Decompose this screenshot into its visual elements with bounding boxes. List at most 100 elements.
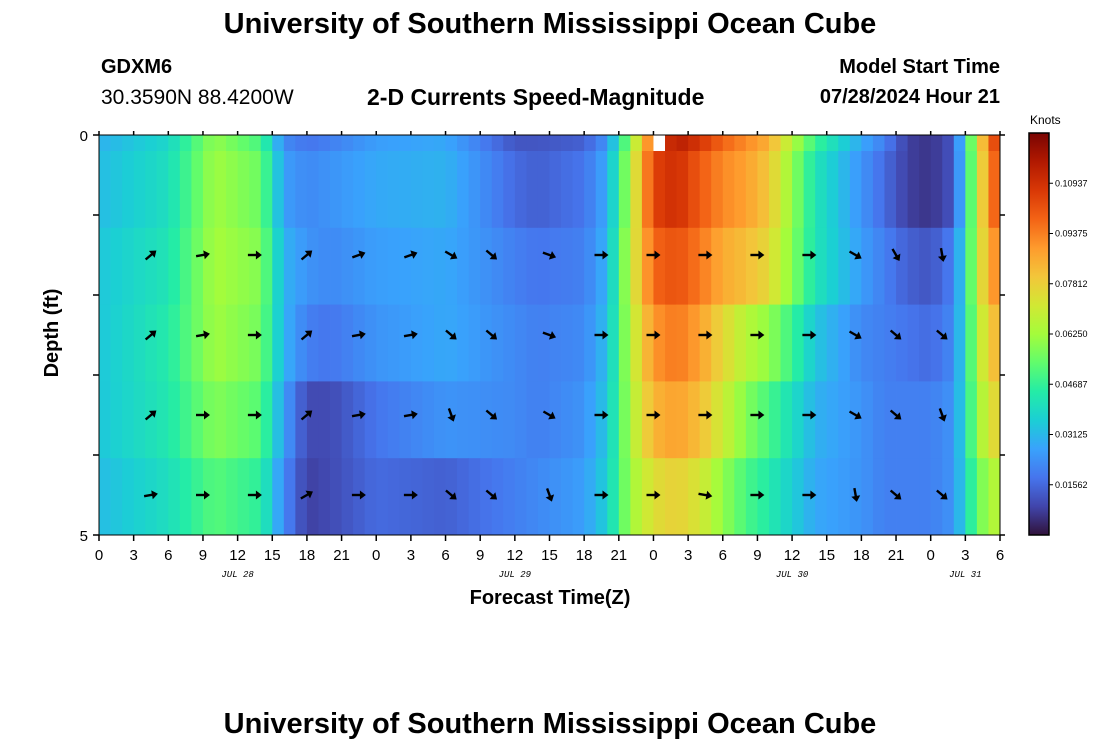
x-tick-label: 3 — [407, 547, 415, 564]
heatmap-cell — [526, 227, 539, 305]
heatmap-cell — [318, 135, 331, 152]
heatmap-cell — [179, 227, 192, 305]
heatmap-cell — [387, 227, 400, 305]
heatmap-cell — [942, 135, 955, 152]
heatmap-cell — [549, 304, 562, 382]
heatmap-cell — [641, 381, 654, 459]
heatmap-cell — [283, 135, 296, 152]
colorbar-tick-label: 0.04687 — [1055, 379, 1088, 389]
heatmap-cell — [410, 135, 423, 152]
heatmap-cell — [907, 227, 920, 305]
current-vector — [848, 250, 862, 260]
heatmap-cell — [202, 227, 215, 305]
heatmap-cell — [214, 227, 227, 305]
current-vector — [646, 490, 661, 500]
current-vector — [802, 330, 817, 340]
heatmap-cell — [491, 304, 504, 382]
x-day-label: JUL 31 — [949, 570, 981, 580]
heatmap-cell — [99, 227, 111, 305]
heatmap-cell — [607, 227, 620, 305]
colorbar-tick-label: 0.07812 — [1055, 279, 1088, 289]
heatmap-cell — [722, 227, 735, 305]
heatmap-cell — [745, 304, 758, 382]
heatmap-cell — [99, 151, 111, 229]
heatmap-cell — [792, 151, 805, 229]
heatmap-cell — [780, 151, 793, 229]
heatmap-cell — [306, 227, 319, 305]
current-vector — [594, 330, 609, 340]
heatmap-cell — [457, 227, 470, 305]
heatmap-cell — [156, 381, 169, 459]
heatmap-cell — [122, 458, 135, 536]
heatmap-cell — [260, 135, 273, 152]
current-vector — [848, 410, 862, 420]
heatmap-cell — [930, 151, 943, 229]
current-vector — [698, 330, 713, 340]
heatmap-cell — [168, 151, 181, 229]
heatmap-cell — [688, 381, 701, 459]
heatmap-cell — [872, 227, 885, 305]
y-tick-label: 5 — [80, 528, 88, 545]
heatmap-cell — [503, 458, 516, 536]
heatmap-cell — [445, 151, 458, 229]
heatmap-cell — [272, 304, 285, 382]
heatmap-cell — [653, 381, 666, 459]
heatmap-cell — [942, 151, 955, 229]
footer-title: University of Southern Mississippi Ocean… — [223, 708, 877, 740]
heatmap-cell — [757, 458, 770, 536]
y-axis-title: Depth (ft) — [41, 289, 63, 378]
heatmap-cell — [110, 135, 123, 152]
heatmap-cell — [803, 151, 816, 229]
x-tick-label: 15 — [264, 547, 281, 564]
current-vector — [247, 330, 262, 340]
heatmap-cell — [480, 227, 493, 305]
heatmap-cell — [330, 135, 342, 152]
heatmap-cell — [318, 227, 331, 305]
x-day-label: JUL 29 — [499, 570, 532, 580]
heatmap-cell — [722, 304, 735, 382]
x-tick-label: 3 — [129, 547, 137, 564]
heatmap-cell — [699, 458, 712, 536]
heatmap-cell — [641, 151, 654, 229]
current-vector — [445, 489, 457, 500]
heatmap-cell — [237, 151, 250, 229]
current-vector — [351, 330, 366, 340]
heatmap-cell — [872, 151, 885, 229]
heatmap-cell — [665, 304, 677, 382]
heatmap-cell — [815, 135, 828, 152]
heatmap-cell — [341, 458, 354, 536]
station-id: GDXM6 — [101, 56, 173, 78]
colorbar-ticks: 0.01562 0.03125 0.04687 0.06250 0.07812 0.093… — [1049, 178, 1088, 490]
heatmap-cell — [976, 381, 989, 459]
x-tick-label: 18 — [299, 547, 316, 564]
heatmap-cell — [191, 151, 204, 229]
x-tick-label: 12 — [507, 547, 524, 564]
heatmap-cell — [202, 135, 215, 152]
heatmap-cell — [260, 304, 273, 382]
heatmap-cell — [168, 304, 181, 382]
current-vector — [485, 249, 498, 260]
heatmap-cell — [122, 227, 135, 305]
colorbar-tick-label: 0.10937 — [1055, 178, 1088, 188]
heatmap-cell — [514, 227, 527, 305]
heatmap-cell — [537, 151, 550, 229]
heatmap-cell — [896, 458, 908, 536]
heatmap-cell — [364, 304, 377, 382]
heatmap-cell — [341, 304, 354, 382]
heatmap-cell — [156, 227, 169, 305]
heatmap-cell — [283, 304, 296, 382]
heatmap-cell — [353, 381, 366, 459]
current-vector — [889, 409, 902, 420]
heatmap-cell — [803, 304, 816, 382]
current-vector — [646, 250, 661, 260]
heatmap-cell — [618, 304, 631, 382]
heatmap-cell — [826, 458, 839, 536]
heatmap-cell — [433, 151, 446, 229]
heatmap-cell — [214, 381, 227, 459]
heatmap-cell — [376, 458, 389, 536]
heatmap-cell — [815, 304, 828, 382]
heatmap-cell — [861, 227, 874, 305]
colorbar-ramp — [1028, 132, 1050, 536]
heatmap-cell — [699, 151, 712, 229]
heatmap-cell — [191, 458, 204, 536]
